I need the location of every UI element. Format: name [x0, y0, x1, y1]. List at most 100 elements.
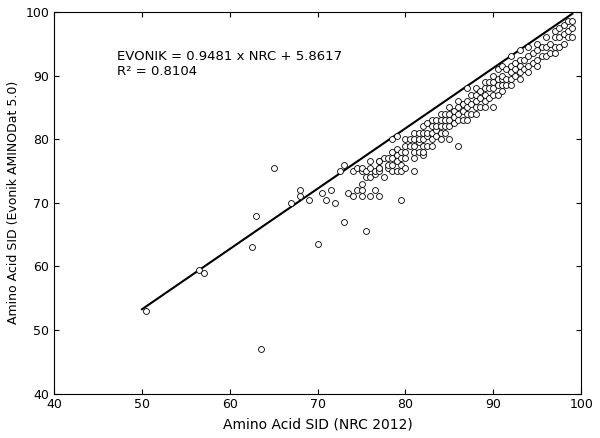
Point: [471, 110, 481, 117]
Point: [497, 88, 507, 95]
Point: [401, 142, 410, 149]
Point: [563, 18, 573, 25]
Point: [361, 228, 371, 235]
Point: [322, 196, 331, 203]
Point: [388, 148, 397, 155]
Point: [317, 190, 327, 197]
Point: [454, 98, 463, 105]
Point: [365, 193, 375, 200]
Point: [445, 117, 454, 124]
Point: [506, 75, 515, 82]
Point: [524, 53, 533, 60]
Point: [365, 158, 375, 165]
Point: [361, 174, 371, 181]
Point: [339, 161, 349, 168]
Point: [532, 46, 542, 53]
Point: [344, 190, 353, 197]
Point: [488, 72, 498, 79]
Point: [388, 155, 397, 162]
Point: [506, 63, 515, 70]
Point: [480, 78, 490, 85]
Point: [392, 145, 401, 152]
Point: [405, 142, 415, 149]
Point: [554, 34, 564, 41]
Point: [388, 136, 397, 143]
Point: [497, 63, 507, 70]
Point: [383, 164, 393, 171]
Point: [422, 129, 432, 136]
Point: [409, 148, 419, 155]
Point: [295, 187, 305, 194]
Point: [431, 117, 441, 124]
Point: [454, 142, 463, 149]
Point: [480, 91, 490, 98]
Y-axis label: Amino Acid SID (Evonik AMINODat 5.0): Amino Acid SID (Evonik AMINODat 5.0): [7, 81, 20, 325]
Point: [357, 167, 367, 174]
Point: [397, 161, 406, 168]
Point: [515, 56, 524, 63]
Point: [199, 269, 208, 276]
Point: [484, 85, 494, 92]
Point: [414, 136, 424, 143]
Point: [422, 120, 432, 127]
Point: [313, 240, 322, 247]
Point: [365, 174, 375, 181]
Point: [251, 212, 261, 219]
Point: [554, 43, 564, 50]
Point: [519, 56, 529, 63]
Point: [497, 81, 507, 88]
Point: [475, 104, 485, 111]
Point: [440, 110, 450, 117]
Point: [357, 193, 367, 200]
Point: [568, 18, 577, 25]
Point: [515, 75, 524, 82]
Point: [414, 129, 424, 136]
Point: [370, 171, 380, 178]
Point: [370, 187, 380, 194]
Point: [374, 164, 384, 171]
Point: [374, 167, 384, 174]
Point: [493, 91, 502, 98]
Point: [559, 31, 568, 38]
Point: [480, 104, 490, 111]
Point: [511, 72, 520, 79]
Point: [431, 123, 441, 130]
Point: [471, 104, 481, 111]
Point: [559, 40, 568, 47]
Point: [462, 117, 472, 124]
Point: [392, 132, 401, 139]
Point: [422, 142, 432, 149]
Point: [467, 91, 476, 98]
Point: [422, 132, 432, 139]
Point: [563, 34, 573, 41]
Point: [392, 158, 401, 165]
Point: [532, 63, 542, 70]
Point: [287, 199, 296, 206]
Point: [515, 69, 524, 76]
Point: [532, 56, 542, 63]
Point: [339, 219, 349, 226]
Point: [506, 69, 515, 76]
Point: [488, 91, 498, 98]
Point: [484, 78, 494, 85]
Point: [471, 91, 481, 98]
Point: [352, 187, 362, 194]
Point: [365, 164, 375, 171]
Point: [475, 88, 485, 95]
Point: [409, 142, 419, 149]
Point: [449, 107, 458, 114]
Point: [524, 69, 533, 76]
Point: [554, 25, 564, 32]
Point: [383, 155, 393, 162]
Point: [445, 123, 454, 130]
Point: [142, 307, 151, 314]
Point: [374, 164, 384, 171]
Text: EVONIK = 0.9481 x NRC + 5.8617
R² = 0.8104: EVONIK = 0.9481 x NRC + 5.8617 R² = 0.81…: [118, 50, 343, 78]
Point: [454, 110, 463, 117]
Point: [418, 136, 428, 143]
Point: [440, 129, 450, 136]
Point: [502, 75, 511, 82]
Point: [418, 142, 428, 149]
Point: [357, 164, 367, 171]
Point: [418, 148, 428, 155]
